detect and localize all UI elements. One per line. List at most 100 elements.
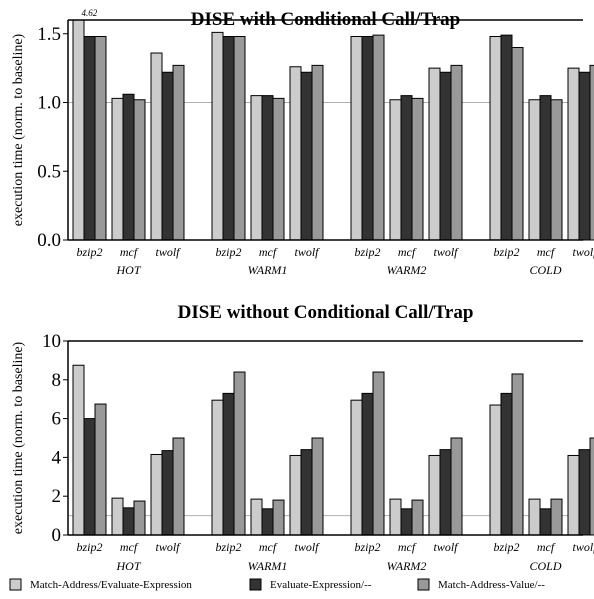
bar-warm1-twolf-s2 — [300, 71, 313, 241]
bar-hot-mcf-s1 — [111, 97, 124, 241]
bar-warm1-twolf-s1 — [289, 66, 302, 241]
bar-warm2-mcf-s1 — [389, 498, 402, 536]
benchmark-label: bzip2 — [215, 245, 241, 259]
y-tick-label: 1.5 — [37, 24, 61, 45]
bar-warm1-twolf-s3 — [311, 64, 324, 241]
bar-cold-mcf-s2 — [539, 508, 552, 536]
benchmark-label: twolf — [155, 540, 181, 554]
bar-hot-twolf-s1 — [150, 52, 163, 241]
bar-cold-bzip2-s2 — [500, 34, 513, 241]
benchmark-label: bzip2 — [76, 245, 102, 259]
bar-warm2-twolf-s2 — [439, 449, 452, 536]
y-tick-label: 8 — [52, 370, 62, 391]
bar-warm1-mcf-s3 — [272, 97, 285, 241]
benchmark-label: mcf — [259, 245, 278, 259]
bar-warm2-bzip2-s2 — [361, 36, 374, 241]
group-label: HOT — [115, 263, 141, 277]
y-tick-label: 0.0 — [37, 230, 61, 251]
bar-warm2-bzip2-s2 — [361, 392, 374, 536]
benchmark-label: bzip2 — [354, 540, 380, 554]
benchmark-label: twolf — [294, 245, 320, 259]
bar-hot-twolf-s2 — [161, 71, 174, 241]
bar-cold-bzip2-s1 — [489, 404, 502, 536]
bar-hot-mcf-s3 — [133, 99, 146, 241]
bar-warm2-twolf-s1 — [428, 67, 441, 241]
benchmark-label: twolf — [572, 245, 594, 259]
bar-hot-twolf-s3 — [172, 64, 185, 241]
bar-hot-mcf-s1 — [111, 497, 124, 536]
y-tick-label: 0.5 — [37, 161, 61, 182]
bar-hot-mcf-s2 — [122, 507, 135, 536]
bar-hot-bzip2-s2 — [83, 418, 96, 536]
bar-cold-twolf-s3 — [589, 64, 594, 241]
bar-warm1-bzip2-s1 — [211, 31, 224, 241]
legend-label-3: Match-Address-Value/-- — [438, 579, 545, 591]
group-label: COLD — [529, 263, 561, 277]
bar-hot-twolf-s2 — [161, 450, 174, 536]
y-tick-label: 1.0 — [37, 93, 61, 114]
y-axis-label: execution time (norm. to baseline) — [11, 33, 26, 226]
benchmark-label: bzip2 — [493, 245, 519, 259]
bar-cold-mcf-s3 — [550, 99, 563, 241]
bar-warm2-twolf-s3 — [450, 437, 463, 536]
bar-warm1-mcf-s2 — [261, 508, 274, 536]
bar-warm1-bzip2-s2 — [222, 392, 235, 536]
group-label: WARM1 — [248, 263, 288, 277]
chart-title: DISE without Conditional Call/Trap — [178, 302, 474, 323]
bar-warm1-mcf-s1 — [250, 498, 263, 536]
bar-cold-bzip2-s3 — [511, 47, 524, 241]
bar-warm2-mcf-s3 — [411, 499, 424, 536]
bar-warm1-mcf-s1 — [250, 95, 263, 241]
benchmark-label: mcf — [120, 540, 139, 554]
bar-cold-mcf-s1 — [528, 498, 541, 536]
bar-cold-mcf-s3 — [550, 498, 563, 536]
bar-warm2-bzip2-s3 — [372, 34, 385, 241]
group-label: COLD — [529, 559, 561, 573]
bar-hot-bzip2-s1 — [72, 364, 85, 536]
bar-warm2-twolf-s1 — [428, 454, 441, 536]
y-tick-label: 2 — [52, 486, 62, 507]
benchmark-label: twolf — [433, 245, 459, 259]
bar-warm1-mcf-s2 — [261, 95, 274, 241]
legend-swatch-2 — [249, 578, 262, 591]
bar-warm1-mcf-s3 — [272, 499, 285, 536]
bar-hot-mcf-s3 — [133, 500, 146, 536]
bar-warm2-mcf-s1 — [389, 99, 402, 241]
benchmark-label: mcf — [398, 540, 417, 554]
bar-warm1-bzip2-s3 — [233, 36, 246, 241]
benchmark-label: mcf — [537, 245, 556, 259]
bar-warm1-bzip2-s1 — [211, 399, 224, 536]
bar-warm2-bzip2-s1 — [350, 399, 363, 536]
y-tick-label: 0 — [52, 525, 62, 546]
bar-cold-bzip2-s1 — [489, 36, 502, 241]
benchmark-label: mcf — [120, 245, 139, 259]
bar-cold-twolf-s2 — [578, 449, 591, 536]
bar-hot-bzip2-s1 — [72, 19, 85, 241]
benchmark-label: bzip2 — [354, 245, 380, 259]
bar-warm2-twolf-s3 — [450, 64, 463, 241]
benchmark-label: twolf — [572, 540, 594, 554]
group-label: WARM2 — [387, 559, 427, 573]
bar-cold-mcf-s1 — [528, 99, 541, 241]
bar-warm1-twolf-s1 — [289, 454, 302, 536]
benchmark-label: twolf — [433, 540, 459, 554]
benchmark-label: mcf — [537, 540, 556, 554]
bar-warm2-mcf-s2 — [400, 95, 413, 241]
bar-cold-twolf-s2 — [578, 71, 591, 241]
legend-label-1: Match-Address/Evaluate-Expression — [30, 579, 192, 591]
bar-hot-mcf-s2 — [122, 93, 135, 241]
y-axis-label: execution time (norm. to baseline) — [11, 341, 26, 534]
legend-swatch-3 — [417, 578, 430, 591]
legend-label-2: Evaluate-Expression/-- — [270, 579, 372, 591]
benchmark-label: twolf — [155, 245, 181, 259]
benchmark-label: bzip2 — [493, 540, 519, 554]
benchmark-label: bzip2 — [76, 540, 102, 554]
legend-swatch-1 — [9, 578, 22, 591]
bar-cold-twolf-s1 — [567, 67, 580, 241]
bar-hot-bzip2-s3 — [94, 36, 107, 241]
bar-hot-bzip2-s3 — [94, 403, 107, 536]
bar-warm1-bzip2-s2 — [222, 36, 235, 241]
bar-warm1-twolf-s2 — [300, 449, 313, 536]
bar-warm2-bzip2-s3 — [372, 371, 385, 536]
